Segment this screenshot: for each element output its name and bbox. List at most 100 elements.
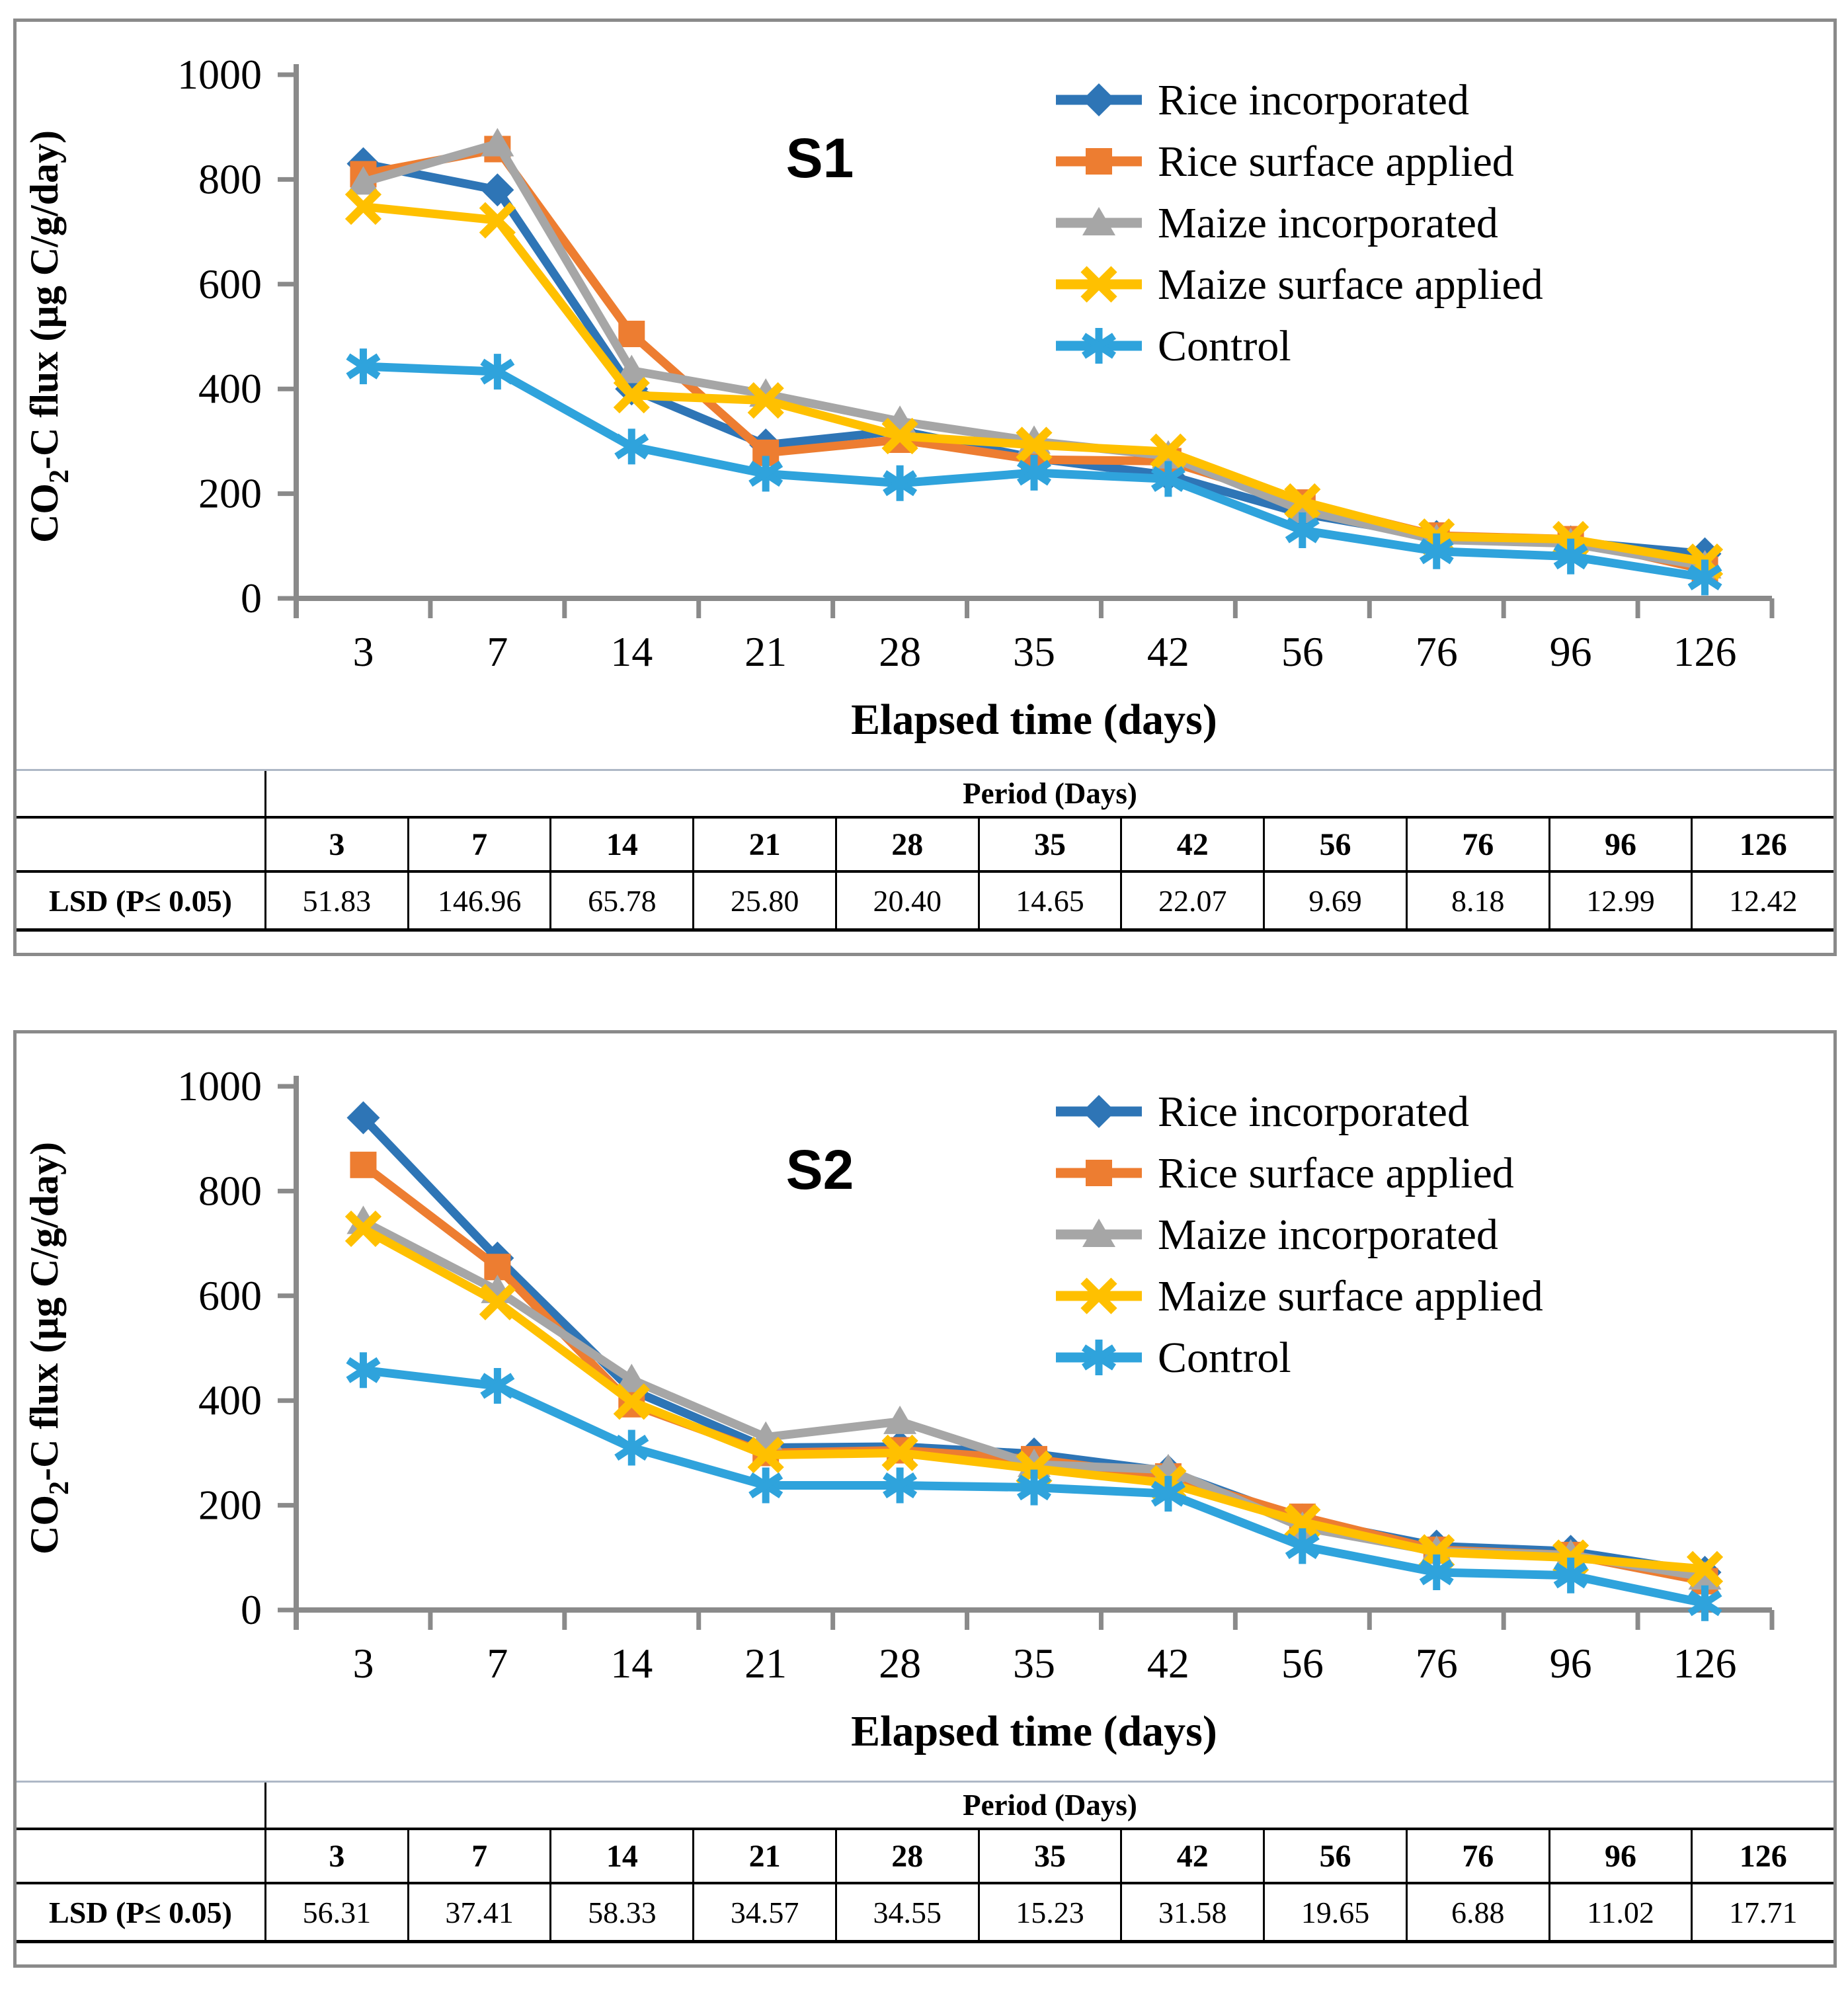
lsd-value-cell: 20.40 (837, 873, 980, 928)
lsd-table-s1: Period (Days) 3 7 14 21 28 35 42 56 76 96 126 LSD … (17, 769, 1833, 953)
day-header-cell: 35 (980, 819, 1123, 870)
lsd-value-cell: 15.23 (980, 1884, 1123, 1940)
triangle-marker-icon (481, 128, 514, 157)
asterisk-stroke (883, 1472, 918, 1499)
day-header-cell: 126 (1739, 1838, 1787, 1874)
legend-label: Maize surface applied (1158, 261, 1543, 309)
chart-s2: 0 200 400 600 800 1000 3 7 14 21 28 35 42 56 76 96 126 El… (22, 1063, 1775, 1755)
y-tick-label: 600 (198, 1272, 262, 1319)
day-header-cell: 14 (551, 819, 695, 870)
asterisk-marker-icon (1687, 559, 1722, 596)
y-tick-label: 400 (198, 1377, 262, 1424)
asterisk-stroke (1285, 517, 1320, 544)
x-marker-icon (344, 188, 382, 225)
y-tick-label: 800 (198, 1167, 262, 1214)
chart-s1: 0 200 400 600 800 1000 3 7 14 21 28 35 42 56 76 96 126 El… (22, 51, 1775, 744)
x-tick-label: 126 (1673, 1640, 1737, 1687)
x-marker-icon (1080, 266, 1117, 303)
square-marker-icon (618, 321, 645, 348)
asterisk-marker-icon (1285, 512, 1320, 549)
x-tick-label: 21 (744, 1640, 787, 1687)
lsd-value-cell: 8.18 (1408, 873, 1550, 928)
asterisk-stroke (1016, 460, 1052, 486)
asterisk-marker-icon (346, 1352, 381, 1389)
triangle-marker-icon (1082, 207, 1115, 235)
asterisk-stroke (748, 460, 783, 487)
lsd-value-cell: 31.58 (1122, 1884, 1265, 1940)
day-header-cell: 28 (837, 1830, 980, 1882)
day-header-cell: 21 (694, 1830, 837, 1882)
asterisk-stroke (1553, 544, 1588, 570)
lsd-value-cell: 146.96 (409, 873, 552, 928)
x-axis-title: Elapsed time (days) (851, 696, 1217, 744)
x-marker-stroke (747, 1436, 784, 1474)
y-axis-title: CO2-C flux (µg C/g/day) (22, 1142, 75, 1554)
day-header-cell: 126 (1739, 826, 1787, 862)
x-marker-stroke (1150, 433, 1187, 470)
diamond-marker-icon (346, 1101, 380, 1135)
x-marker-stroke (1080, 1277, 1117, 1314)
asterisk-marker-icon (748, 456, 783, 492)
y-tick-label: 600 (198, 261, 262, 307)
lsd-value-cell: 6.88 (1408, 1884, 1550, 1940)
asterisk-marker-icon (1016, 454, 1052, 491)
day-header-cell: 42 (1122, 819, 1265, 870)
triangle-marker-icon (883, 1405, 917, 1434)
period-header: Period (Days) (963, 777, 1137, 810)
asterisk-stroke (1016, 1474, 1052, 1501)
asterisk-stroke (614, 433, 649, 460)
lsd-value-cell: 14.65 (980, 873, 1123, 928)
asterisk-stroke (883, 470, 918, 497)
legend-label: Rice surface applied (1158, 1149, 1514, 1197)
x-tick-label: 35 (1013, 628, 1055, 675)
period-header-row: Period (Days) (17, 1783, 1833, 1830)
asterisk-stroke (480, 358, 515, 385)
x-tick-label: 56 (1281, 1640, 1324, 1687)
asterisk-marker-icon (883, 465, 918, 501)
asterisk-stroke (1081, 333, 1117, 359)
lsd-value-cell: 58.33 (551, 1884, 695, 1940)
x-marker-stroke (1016, 426, 1053, 463)
lsd-value-cell: 34.55 (837, 1884, 980, 1940)
table-bottom-strip (17, 1943, 1833, 1964)
table-corner-cell (17, 1830, 266, 1882)
x-tick-label: 126 (1673, 628, 1737, 675)
asterisk-marker-icon (1553, 538, 1588, 575)
triangle-marker-icon (1082, 1219, 1115, 1247)
asterisk-marker-icon (1016, 1469, 1052, 1506)
asterisk-marker-icon (1081, 328, 1117, 364)
legend: Rice incorporated Rice surface applied Mai… (1056, 76, 1543, 370)
asterisk-stroke (1150, 1480, 1185, 1507)
period-header-row: Period (Days) (17, 771, 1833, 819)
table-corner-cell (17, 819, 266, 870)
lsd-value-cell: 51.83 (266, 873, 409, 928)
x-tick-label: 42 (1147, 1640, 1189, 1687)
asterisk-stroke (1687, 1590, 1722, 1617)
legend: Rice incorporated Rice surface applied Mai… (1056, 1088, 1543, 1382)
lsd-value-cell: 37.41 (409, 1884, 552, 1940)
legend-label: Maize surface applied (1158, 1272, 1543, 1320)
asterisk-marker-icon (748, 1467, 783, 1504)
asterisk-marker-icon (346, 348, 381, 385)
x-tick-label: 96 (1550, 1640, 1592, 1687)
lsd-row-label: LSD (P≤ 0.05) (17, 1884, 266, 1940)
lsd-values-row: LSD (P≤ 0.05) 56.31 37.41 58.33 34.57 34.55 1… (17, 1884, 1833, 1943)
day-header-cell: 7 (409, 1830, 552, 1882)
lsd-value-cell: 12.99 (1550, 873, 1693, 928)
x-marker-icon (1080, 1277, 1117, 1314)
y-tick-label: 400 (198, 365, 262, 412)
lsd-value-cell: 19.65 (1265, 1884, 1408, 1940)
x-tick-label: 3 (352, 628, 374, 675)
day-header-cell: 28 (837, 819, 980, 870)
table-corner-cell (17, 1783, 266, 1828)
y-tick-label: 1000 (177, 1063, 262, 1109)
lsd-value-cell: 17.71 (1728, 1895, 1798, 1929)
legend-label: Control (1158, 1334, 1291, 1382)
asterisk-marker-icon (1081, 1340, 1117, 1375)
asterisk-marker-icon (1553, 1557, 1588, 1593)
x-marker-icon (1150, 433, 1187, 470)
asterisk-stroke (614, 1434, 649, 1461)
x-tick-label: 7 (487, 628, 508, 675)
x-marker-stroke (344, 188, 382, 225)
x-tick-label: 76 (1416, 628, 1458, 675)
